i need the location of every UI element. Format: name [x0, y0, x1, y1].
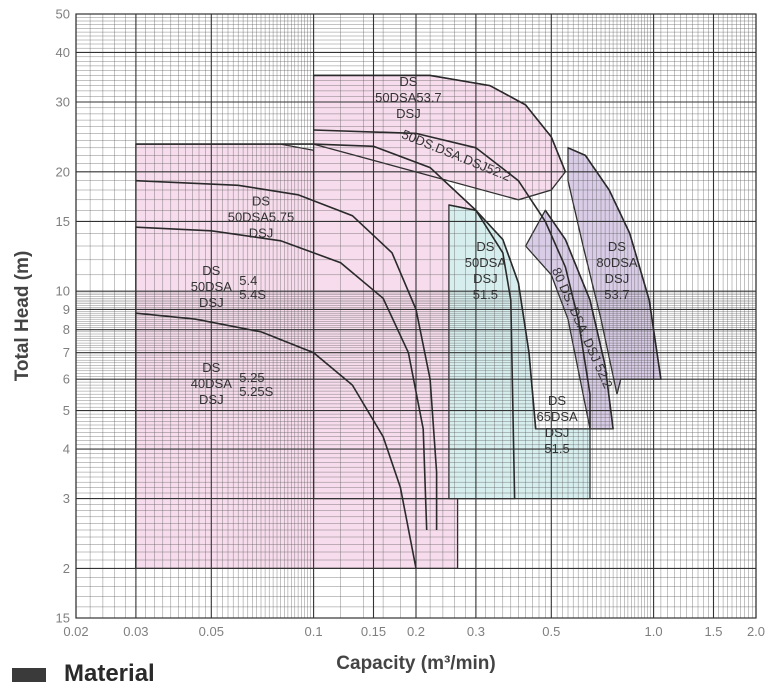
zone-side-label-line: 5.25	[239, 370, 264, 385]
footer-heading: Material	[64, 660, 155, 687]
x-tick-label: 1.0	[645, 624, 663, 639]
y-tick-label: 15	[56, 214, 70, 229]
zone-label-line: 51.5	[473, 287, 498, 302]
zone-label-line: DS	[399, 74, 417, 89]
zone-label-line: DS	[202, 263, 220, 278]
zone-label-line: 65DSA	[536, 409, 578, 424]
zone-label-2: DS 50DSA5.75 DSJ	[228, 193, 295, 240]
y-tick-label: 50	[56, 7, 70, 22]
y-tick-label: 30	[56, 95, 70, 110]
zone-label-line: 53.7	[604, 287, 629, 302]
zone-label-line: 51.5	[544, 441, 569, 456]
zone-label-line: 50DSA5.75	[228, 209, 295, 224]
zone-side-label-line: 5.4	[239, 273, 257, 288]
y-tick-label: 40	[56, 45, 70, 60]
y-tick-label: 4	[63, 442, 70, 457]
y-tick-label: 15	[56, 611, 70, 626]
zone-label-line: 80DSA	[596, 255, 638, 270]
x-tick-label: 1.5	[704, 624, 722, 639]
zone-label-line: DS	[548, 393, 566, 408]
zone-label-0: DS 40DSA DSJ	[191, 360, 233, 407]
zone-label-line: 50DSA	[191, 279, 233, 294]
footer-square-mark	[12, 668, 46, 682]
curve-0	[135, 312, 417, 569]
curve-6	[313, 74, 567, 173]
y-axis-title: Total Head (m)	[12, 251, 33, 382]
x-tick-label: 0.15	[361, 624, 386, 639]
zone-label-line: DSJ	[605, 271, 630, 286]
zone-label-5: DS 65DSA DSJ 51.5	[536, 393, 578, 456]
zone-label-1: DS 50DSA DSJ	[191, 263, 233, 310]
curve-1	[135, 226, 428, 531]
x-tick-label: 0.1	[305, 624, 323, 639]
y-tick-label: 7	[63, 345, 70, 360]
y-tick-label: 20	[56, 164, 70, 179]
x-tick-label: 0.2	[407, 624, 425, 639]
x-tick-label: 0.03	[123, 624, 148, 639]
curve-2	[135, 179, 438, 530]
zone-side-label-line: 5.4S	[239, 287, 266, 302]
x-axis-title: Capacity (m³/min)	[336, 653, 495, 674]
y-tick-label: 10	[56, 284, 70, 299]
zone-label-4: DS 50DSA53.7 DSJ	[375, 74, 442, 121]
curve-5	[313, 129, 591, 429]
zone-side-label-1: 5.4 5.4S	[239, 273, 266, 302]
x-tick-label: 0.02	[63, 624, 88, 639]
y-tick-label: 8	[63, 322, 70, 337]
zone-label-3: DS 50DSA DSJ 51.5	[465, 239, 507, 302]
curve-8	[544, 209, 614, 429]
zone-side-label-line: 5.25S	[239, 384, 273, 399]
plot-frame	[75, 13, 757, 619]
zone-label-line: DS	[252, 193, 270, 208]
y-tick-label: 6	[63, 372, 70, 387]
y-tick-labels: 50 40 30 20 15 10 9 8 7 6 5 4 3 2 15	[56, 7, 70, 626]
zone-label-line: DS	[608, 239, 626, 254]
zone-side-label-0: 5.25 5.25S	[239, 370, 273, 399]
x-tick-label: 0.5	[542, 624, 560, 639]
zone-label-line: 50DSA53.7	[375, 90, 442, 105]
curve-9	[567, 147, 662, 380]
x-tick-label: 0.3	[467, 624, 485, 639]
y-tick-label: 9	[63, 302, 70, 317]
zone-label-line: DS	[202, 360, 220, 375]
zone-label-line: DSJ	[396, 106, 421, 121]
y-tick-label: 5	[63, 403, 70, 418]
zone-label-line: DS	[476, 239, 494, 254]
x-tick-label: 2.0	[747, 624, 765, 639]
zone-label-line: DSJ	[545, 425, 570, 440]
curves-layer	[135, 74, 662, 569]
zone-label-6: DS 80DSA DSJ 53.7	[596, 239, 638, 302]
zone-label-line: 50DSA	[465, 255, 507, 270]
zone-label-line: DSJ	[249, 225, 274, 240]
curve-7	[448, 204, 537, 429]
x-tick-labels: 0.02 0.03 0.05 0.1 0.15 0.2 0.3 0.5 1.0 1.5 2.0	[63, 624, 765, 639]
zone-label-line: DSJ	[199, 392, 224, 407]
x-tick-label: 0.05	[199, 624, 224, 639]
zone-label-line: DSJ	[473, 271, 498, 286]
grid-layer	[75, 13, 757, 619]
y-tick-label: 2	[63, 561, 70, 576]
zone-label-line: 40DSA	[191, 376, 233, 391]
y-tick-label: 3	[63, 491, 70, 506]
zone-label-line: DSJ	[199, 295, 224, 310]
